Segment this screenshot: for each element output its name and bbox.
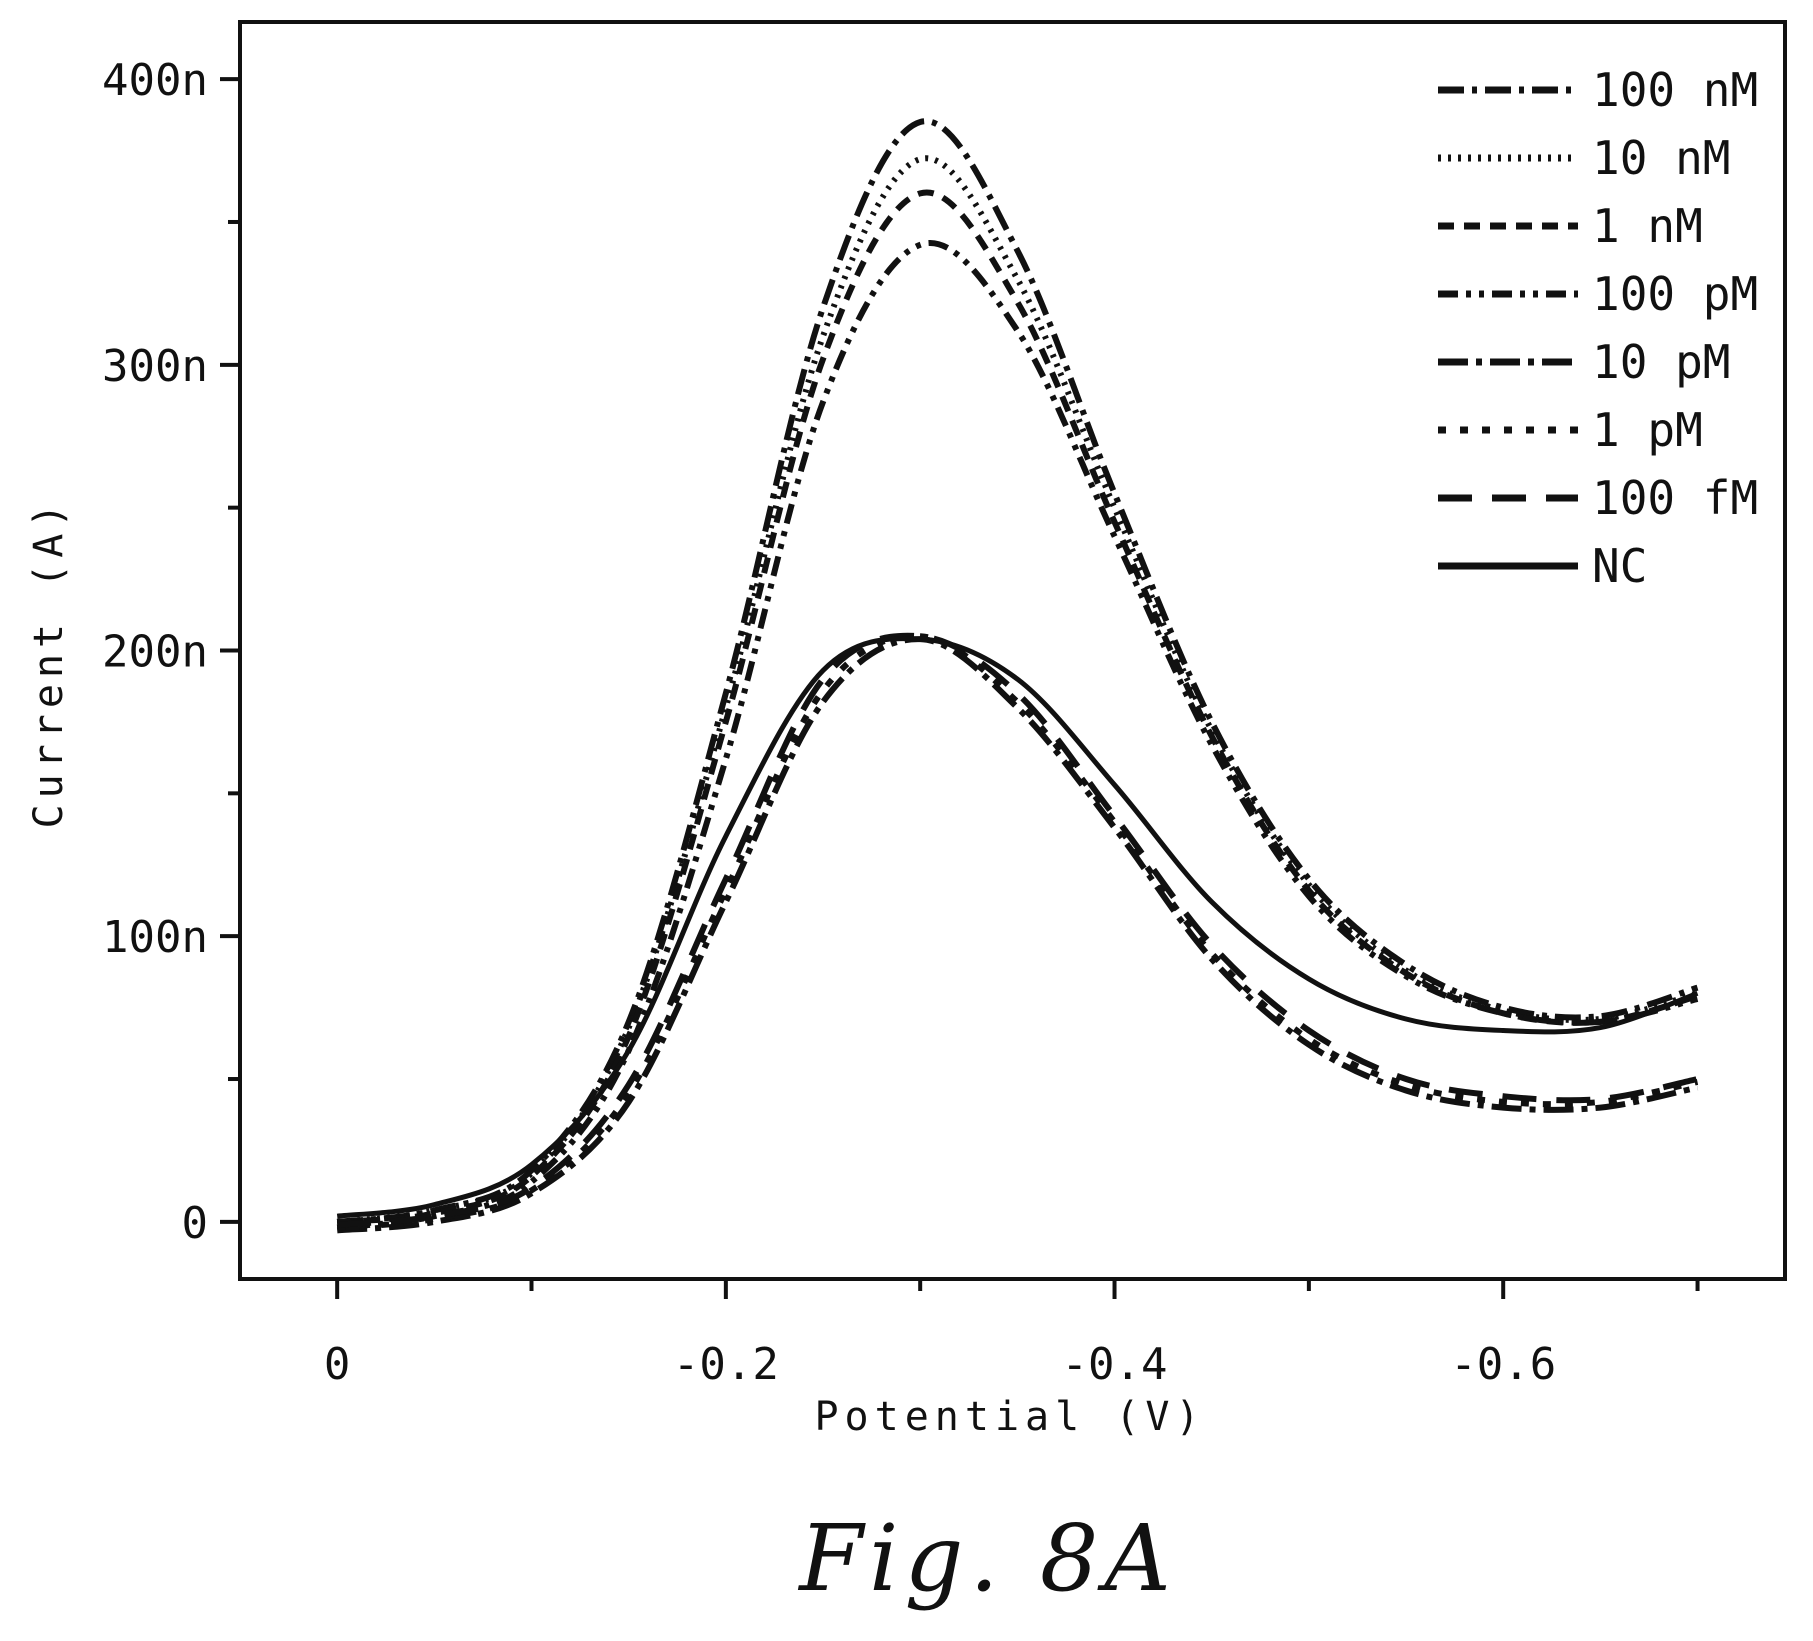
series-line [336,155,1699,1225]
series-line [336,240,1699,1231]
series-layer [336,118,1699,1234]
y-tick-label: 300n [102,341,208,392]
series-line [336,118,1699,1225]
x-tick-label: -0.6 [1450,1339,1556,1390]
figure-caption: Fig. 8A [797,1505,1177,1612]
series-line [336,636,1699,1234]
legend-label: NC [1592,539,1647,593]
plot-frame [238,20,1787,1281]
legend-label: 1 nM [1592,199,1703,253]
series-line [336,632,1699,1228]
legend-label: 100 nM [1592,63,1758,117]
axes: 0 -0.2 -0.4 -0.6 0 100n 200n 300n 400n [102,55,1700,1390]
x-tick-label: -0.4 [1062,1339,1168,1390]
y-tick-label: 400n [102,55,208,106]
legend-label: 1 pM [1592,403,1703,457]
legend: 100 nM 10 nM 1 nM 100 pM 10 pM 1 pM 100 fM NC [1438,63,1758,593]
legend-label: 100 pM [1592,267,1758,321]
series-line [336,636,1699,1219]
x-tick-label: -0.2 [673,1339,779,1390]
x-axis-title: Potential (V) [814,1394,1205,1440]
series-line [336,633,1699,1231]
y-tick-label: 100n [102,912,208,963]
y-tick-label: 200n [102,627,208,678]
x-tick-label: 0 [324,1339,351,1390]
y-tick-label: 0 [182,1198,209,1249]
legend-label: 10 nM [1592,131,1730,185]
y-axis-title: Current (A) [26,498,72,829]
series-line [336,189,1699,1225]
legend-label: 10 pM [1592,335,1730,389]
legend-label: 100 fM [1592,471,1758,525]
